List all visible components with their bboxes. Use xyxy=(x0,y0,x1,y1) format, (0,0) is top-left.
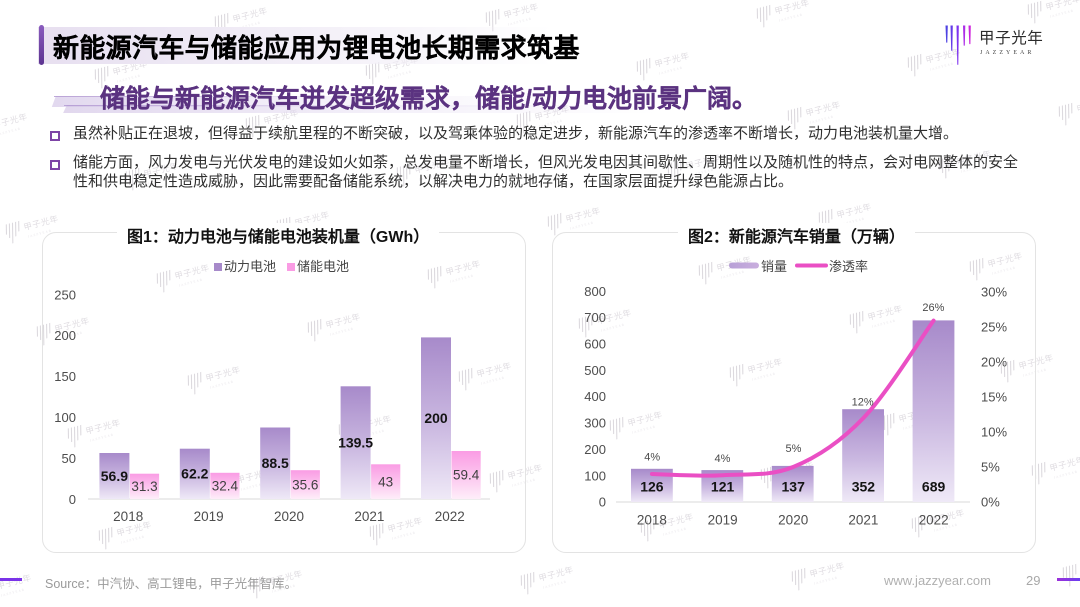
svg-text:2021: 2021 xyxy=(354,509,384,524)
svg-text:渗透率: 渗透率 xyxy=(829,259,868,274)
svg-text:2020: 2020 xyxy=(778,512,808,527)
svg-text:甲子光年: 甲子光年 xyxy=(979,29,1043,47)
svg-text:150: 150 xyxy=(54,369,76,384)
svg-text:JAZZYEAR: JAZZYEAR xyxy=(980,50,1034,56)
svg-text:0: 0 xyxy=(599,495,606,510)
svg-text:88.5: 88.5 xyxy=(262,455,289,471)
svg-text:100: 100 xyxy=(584,468,606,483)
svg-text:20%: 20% xyxy=(981,355,1007,370)
svg-text:300: 300 xyxy=(584,416,606,431)
svg-text:2022: 2022 xyxy=(919,512,949,527)
svg-text:4%: 4% xyxy=(715,453,731,465)
svg-text:100: 100 xyxy=(54,410,76,425)
svg-text:500: 500 xyxy=(584,363,606,378)
svg-text:0: 0 xyxy=(69,492,76,507)
svg-text:200: 200 xyxy=(424,410,448,426)
svg-text:26%: 26% xyxy=(922,302,944,314)
svg-text:689: 689 xyxy=(922,479,946,495)
svg-text:56.9: 56.9 xyxy=(101,468,128,484)
svg-text:121: 121 xyxy=(711,479,735,495)
svg-text:2022: 2022 xyxy=(435,509,465,524)
svg-text:32.4: 32.4 xyxy=(212,479,239,494)
svg-text:139.5: 139.5 xyxy=(338,435,373,451)
svg-text:43: 43 xyxy=(378,474,393,489)
svg-text:储能电池: 储能电池 xyxy=(297,259,349,274)
svg-text:销量: 销量 xyxy=(761,259,787,274)
svg-text:62.2: 62.2 xyxy=(181,466,208,482)
svg-text:600: 600 xyxy=(584,337,606,352)
svg-text:0%: 0% xyxy=(981,495,1000,510)
svg-text:5%: 5% xyxy=(786,443,802,455)
svg-text:59.4: 59.4 xyxy=(453,468,480,483)
svg-text:25%: 25% xyxy=(981,320,1007,335)
svg-text:200: 200 xyxy=(584,442,606,457)
svg-text:5%: 5% xyxy=(981,460,1000,475)
svg-text:31.3: 31.3 xyxy=(131,479,157,494)
svg-text:2018: 2018 xyxy=(113,509,143,524)
svg-text:137: 137 xyxy=(782,479,806,495)
svg-text:400: 400 xyxy=(584,389,606,404)
svg-text:2018: 2018 xyxy=(637,512,667,527)
svg-text:200: 200 xyxy=(54,328,76,343)
svg-text:2019: 2019 xyxy=(708,512,738,527)
svg-text:2019: 2019 xyxy=(194,509,224,524)
svg-text:2021: 2021 xyxy=(848,512,878,527)
svg-text:352: 352 xyxy=(852,479,876,495)
svg-text:4%: 4% xyxy=(644,452,660,464)
svg-text:30%: 30% xyxy=(981,285,1007,300)
svg-text:12%: 12% xyxy=(852,396,874,408)
svg-text:10%: 10% xyxy=(981,425,1007,440)
svg-text:126: 126 xyxy=(640,479,664,495)
svg-text:15%: 15% xyxy=(981,390,1007,405)
svg-text:50: 50 xyxy=(62,451,76,466)
svg-text:动力电池: 动力电池 xyxy=(224,259,276,274)
svg-text:700: 700 xyxy=(584,310,606,325)
svg-text:800: 800 xyxy=(584,284,606,299)
svg-text:35.6: 35.6 xyxy=(292,477,318,492)
svg-text:2020: 2020 xyxy=(274,509,304,524)
svg-text:250: 250 xyxy=(54,287,76,302)
